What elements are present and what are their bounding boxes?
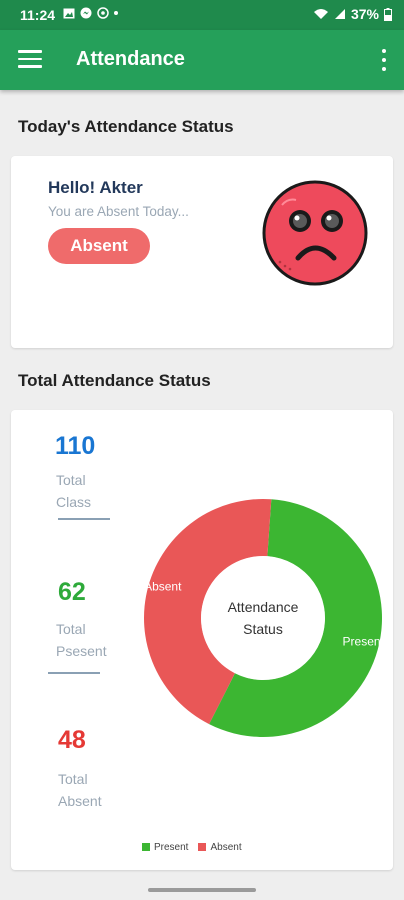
app-bar-title: Attendance	[76, 48, 185, 70]
messenger-icon	[80, 7, 92, 19]
chart-legend: Present Absent	[142, 842, 242, 853]
hamburger-menu-icon[interactable]	[18, 50, 42, 70]
absent-message: You are Absent Today...	[48, 204, 189, 219]
total-present-value: 62	[58, 578, 86, 606]
slice-label-absent: Absent	[144, 579, 182, 593]
image-notification-icon	[63, 8, 75, 18]
more-notifications-dot	[114, 11, 118, 15]
signal-icon	[334, 9, 345, 19]
battery-percent: 37%	[350, 6, 379, 22]
chart-center-title: Attendance	[228, 599, 299, 615]
total-absent-value: 48	[58, 726, 86, 754]
sad-face-icon	[262, 180, 368, 286]
chart-center-title: Status	[243, 621, 283, 637]
donut-slice-present	[209, 499, 382, 737]
absent-status-button[interactable]: Absent	[48, 228, 150, 264]
wifi-icon	[313, 9, 328, 19]
status-time: 11:24	[20, 7, 56, 23]
legend-item-absent: Absent	[198, 842, 242, 853]
total-absent-label: Total Absent	[58, 771, 102, 809]
total-class-value: 110	[55, 432, 96, 460]
overflow-menu-icon[interactable]	[380, 49, 388, 71]
gesture-nav-handle[interactable]	[148, 888, 256, 892]
legend-item-present: Present	[142, 842, 188, 853]
stat-divider	[48, 672, 100, 674]
total-class-label: Total Class	[56, 472, 92, 510]
today-section-title: Today's Attendance Status	[18, 117, 234, 136]
battery-icon	[384, 7, 392, 21]
total-present-label: Total Psesent	[56, 621, 107, 659]
stat-divider	[58, 518, 110, 520]
donut-slice-absent	[143, 499, 272, 725]
app-notification-icon	[97, 7, 109, 19]
attendance-donut-chart: Present Absent Attendance Status	[143, 499, 384, 737]
status-bar: 11:24 37%	[0, 0, 404, 30]
total-section-title: Total Attendance Status	[18, 371, 211, 390]
donut-center	[209, 564, 317, 672]
app-bar: Attendance	[0, 30, 404, 90]
slice-label-present: Present	[343, 635, 384, 649]
greeting-text: Hello! Akter	[48, 178, 143, 197]
